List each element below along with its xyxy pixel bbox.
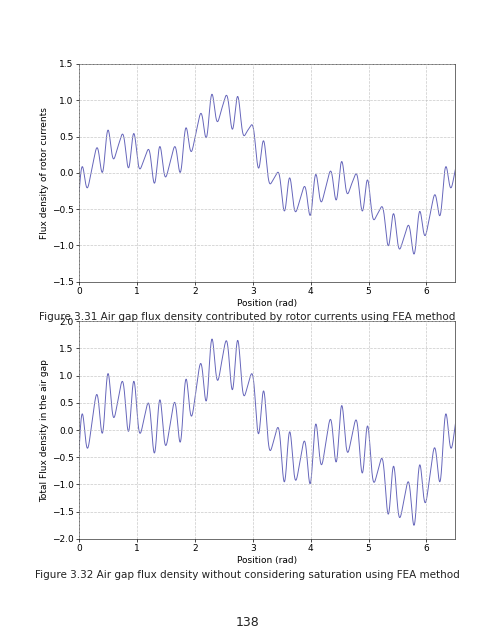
Y-axis label: Flux density of rotor currents: Flux density of rotor currents: [40, 107, 49, 239]
X-axis label: Position (rad): Position (rad): [237, 556, 297, 565]
Text: Figure 3.31 Air gap flux density contributed by rotor currents using FEA method: Figure 3.31 Air gap flux density contrib…: [39, 312, 456, 323]
Text: 138: 138: [236, 616, 259, 628]
X-axis label: Position (rad): Position (rad): [237, 299, 297, 308]
Text: Figure 3.32 Air gap flux density without considering saturation using FEA method: Figure 3.32 Air gap flux density without…: [35, 570, 460, 580]
Y-axis label: Total Flux density in the air gap: Total Flux density in the air gap: [40, 358, 49, 502]
